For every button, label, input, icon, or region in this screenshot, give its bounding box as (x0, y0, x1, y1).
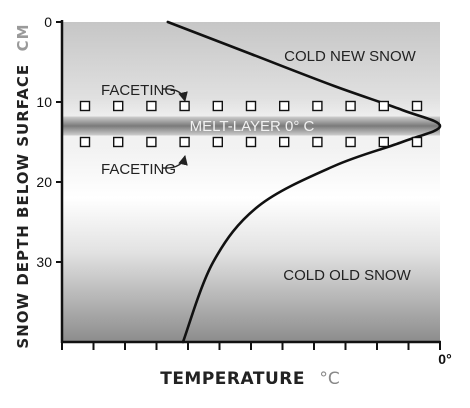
facet-marker (212, 136, 224, 148)
facet-marker (312, 136, 323, 148)
facet-marker (146, 100, 157, 112)
plot-background (62, 22, 440, 342)
x-axis-label: TEMPERATURE °C (160, 369, 340, 389)
facet-marker (378, 136, 389, 148)
x-axis-ticks (61, 342, 441, 350)
faceting-top-arrow (162, 88, 188, 102)
facet-marker (146, 136, 157, 148)
melt-layer-label: MELT-LAYER 0° C (190, 118, 315, 135)
facet-marker (345, 100, 356, 112)
facet-marker (279, 100, 290, 112)
facet-marker (345, 136, 356, 148)
cold-old-snow-label: COLD OLD SNOW (283, 267, 411, 284)
faceting-bottom-arrow (162, 155, 188, 169)
x-tick-label-zero: 0° (438, 351, 451, 367)
facet-marker (378, 100, 389, 112)
facet-marker (245, 136, 257, 148)
facet-marker (179, 100, 190, 112)
faceting-bottom-label: FACETING (101, 161, 176, 178)
facet-marker (179, 136, 190, 148)
y-axis-label: SNOW DEPTH BELOW SURFACE CM (14, 23, 32, 348)
y-tick-label-30: 30 (36, 254, 52, 270)
y-axis-ticks: 0 10 20 30 (36, 14, 62, 270)
temperature-curve (166, 20, 442, 344)
facet-marker (112, 136, 124, 148)
y-tick-label-0: 0 (44, 14, 52, 30)
faceting-top-label: FACETING (101, 82, 176, 99)
facet-marker (245, 100, 257, 112)
melt-layer-band (62, 116, 440, 136)
facet-marker (79, 100, 91, 112)
y-tick-label-10: 10 (36, 94, 52, 110)
facet-marker (212, 100, 224, 112)
facet-marker (79, 136, 91, 148)
facet-marker (279, 136, 290, 148)
faceting-markers (79, 100, 423, 148)
cold-new-snow-label: COLD NEW SNOW (284, 48, 417, 65)
facet-marker (312, 100, 323, 112)
y-tick-label-20: 20 (36, 174, 52, 190)
facet-marker (411, 100, 423, 112)
facet-marker (411, 136, 423, 148)
facet-marker (112, 100, 124, 112)
